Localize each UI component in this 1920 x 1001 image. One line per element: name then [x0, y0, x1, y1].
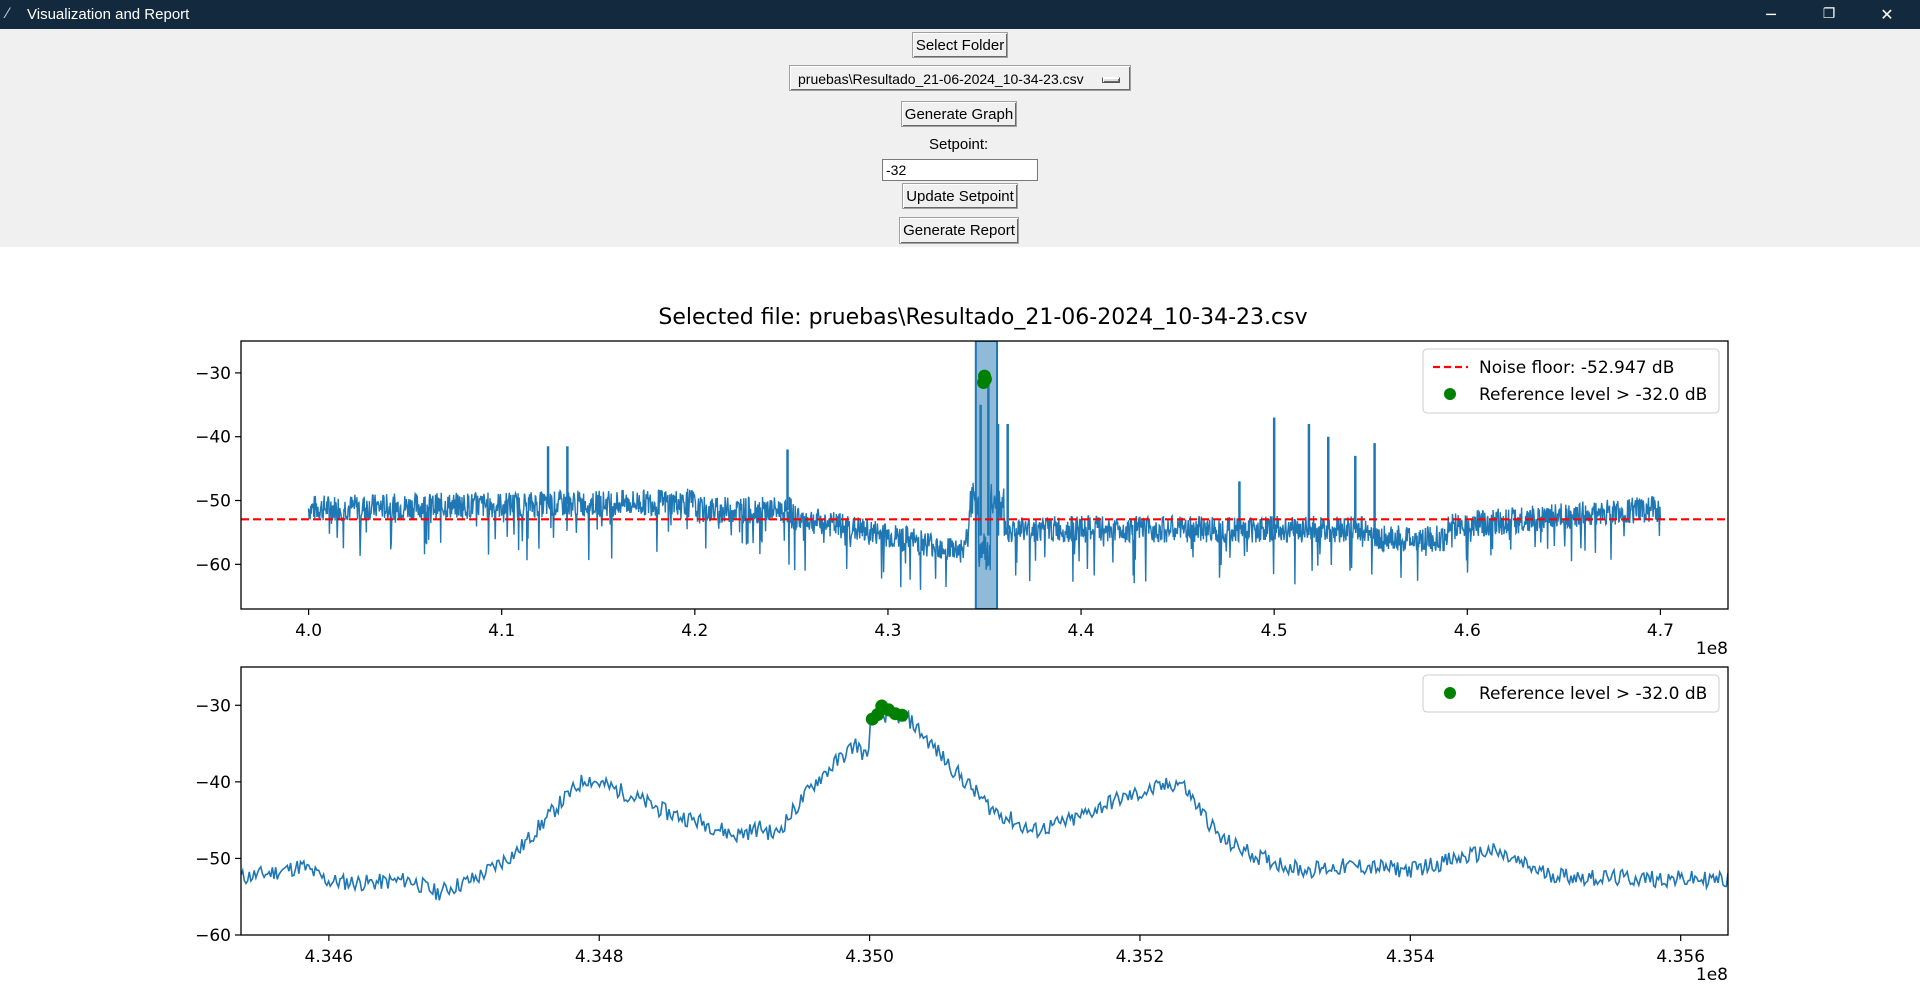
y-tick-label: −40 [195, 773, 231, 793]
legend-label: Reference level > -32.0 dB [1479, 684, 1707, 704]
y-tick-label: −30 [195, 364, 231, 384]
x-tick-label: 4.5 [1261, 621, 1288, 641]
x-tick-label: 4.3 [874, 621, 901, 641]
feather-icon: ⁄ [6, 6, 9, 22]
reference-point [895, 708, 909, 722]
figure-canvas[interactable]: Selected file: pruebas\Resultado_21-06-2… [0, 247, 1920, 1001]
plot-area [241, 341, 1728, 609]
close-button[interactable]: ✕ [1880, 5, 1894, 24]
legend-box [1422, 674, 1720, 713]
x-tick-label: 4.354 [1386, 947, 1435, 967]
x-tick-label: 4.348 [575, 947, 624, 967]
y-tick-label: −40 [195, 428, 231, 448]
x-tick-label: 4.1 [488, 621, 515, 641]
y-tick-label: −30 [195, 696, 231, 716]
update-setpoint-button[interactable]: Update Setpoint [902, 183, 1018, 209]
y-tick-label: −60 [195, 555, 231, 575]
generate-report-button[interactable]: Generate Report [899, 217, 1019, 244]
file-option-value: pruebas\Resultado_21-06-2024_10-34-23.cs… [798, 71, 1084, 87]
x-tick-label: 4.6 [1454, 621, 1481, 641]
x-tick-label: 4.2 [681, 621, 708, 641]
x-offset-label: 1e8 [1696, 965, 1728, 985]
y-tick-label: −50 [195, 492, 231, 512]
axes-frame [240, 666, 1729, 936]
window-title: Visualization and Report [27, 6, 190, 23]
y-tick-label: −60 [195, 926, 231, 946]
axes-frame [240, 340, 1729, 610]
x-tick-label: 4.350 [845, 947, 894, 967]
legend-box [1422, 348, 1720, 414]
setpoint-input[interactable] [882, 159, 1038, 181]
window-titlebar: ⁄ Visualization and Report ─ ❐ ✕ [0, 0, 1920, 29]
x-tick-label: 4.0 [295, 621, 322, 641]
x-tick-label: 4.352 [1116, 947, 1165, 967]
x-tick-label: 4.7 [1647, 621, 1674, 641]
legend-reference-swatch [1444, 687, 1456, 699]
x-tick-label: 4.346 [305, 947, 354, 967]
x-offset-label: 1e8 [1696, 639, 1728, 659]
option-indicator-icon [1102, 77, 1120, 83]
generate-graph-button[interactable]: Generate Graph [901, 101, 1017, 127]
reference-point [978, 372, 992, 386]
x-tick-label: 4.4 [1068, 621, 1095, 641]
top-axes: 4.0 4.1 4.2 4.3 4.4 4.5 4.6 4.7 −30 −40 −50 −60 1e8 N… [195, 340, 1729, 659]
setpoint-label: Setpoint: [929, 136, 989, 153]
plot-area [241, 699, 1728, 901]
x-tick-label: 4.356 [1656, 947, 1705, 967]
minimize-button[interactable]: ─ [1766, 5, 1776, 24]
chart-title: Selected file: pruebas\Resultado_21-06-2… [658, 305, 1307, 330]
zoomed-signal-trace [241, 703, 1728, 901]
legend-label: Noise floor: -52.947 dB [1479, 358, 1674, 378]
controls-panel: Select Folder pruebas\Resultado_21-06-20… [0, 29, 1920, 247]
y-tick-label: −50 [195, 849, 231, 869]
select-folder-button[interactable]: Select Folder [912, 32, 1008, 58]
file-option-menu[interactable]: pruebas\Resultado_21-06-2024_10-34-23.cs… [789, 65, 1131, 91]
legend-reference-swatch [1444, 388, 1456, 400]
legend-label: Reference level > -32.0 dB [1479, 385, 1707, 405]
bottom-axes: 4.346 4.348 4.350 4.352 4.354 4.356 −30 −40 −50 −… [195, 666, 1729, 985]
zoom-span-highlight [974, 341, 999, 609]
restore-button[interactable]: ❐ [1822, 6, 1836, 22]
